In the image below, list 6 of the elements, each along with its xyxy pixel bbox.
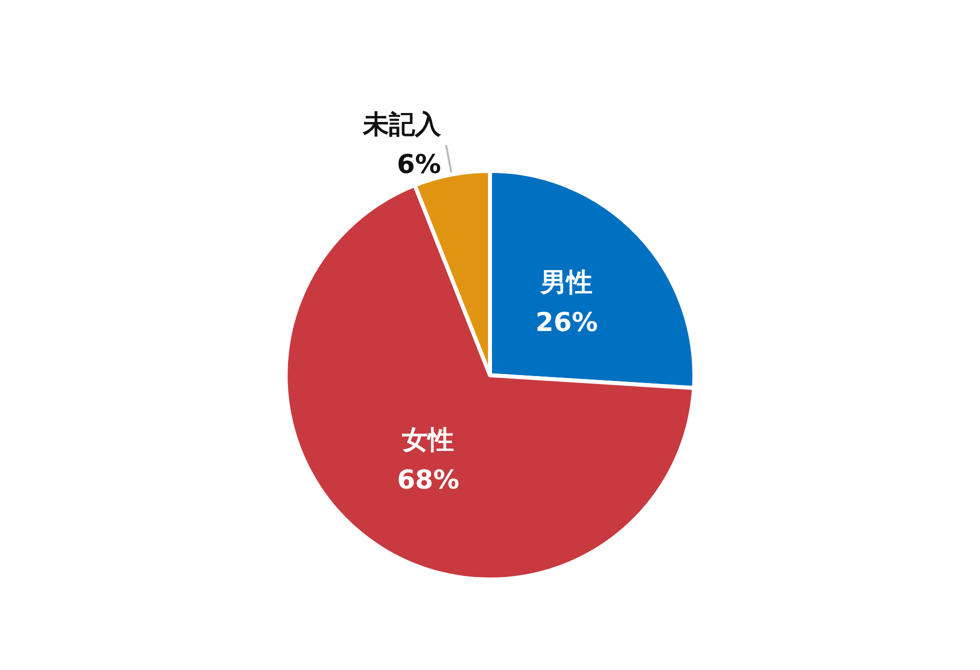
data-label: 6% (396, 150, 442, 180)
data-label: 68% (397, 465, 460, 496)
slice-label: 女性 (401, 425, 454, 456)
slice-label: 未記入 (362, 110, 442, 140)
data-label: 26% (536, 308, 598, 338)
slice-label: 男性 (540, 268, 593, 298)
